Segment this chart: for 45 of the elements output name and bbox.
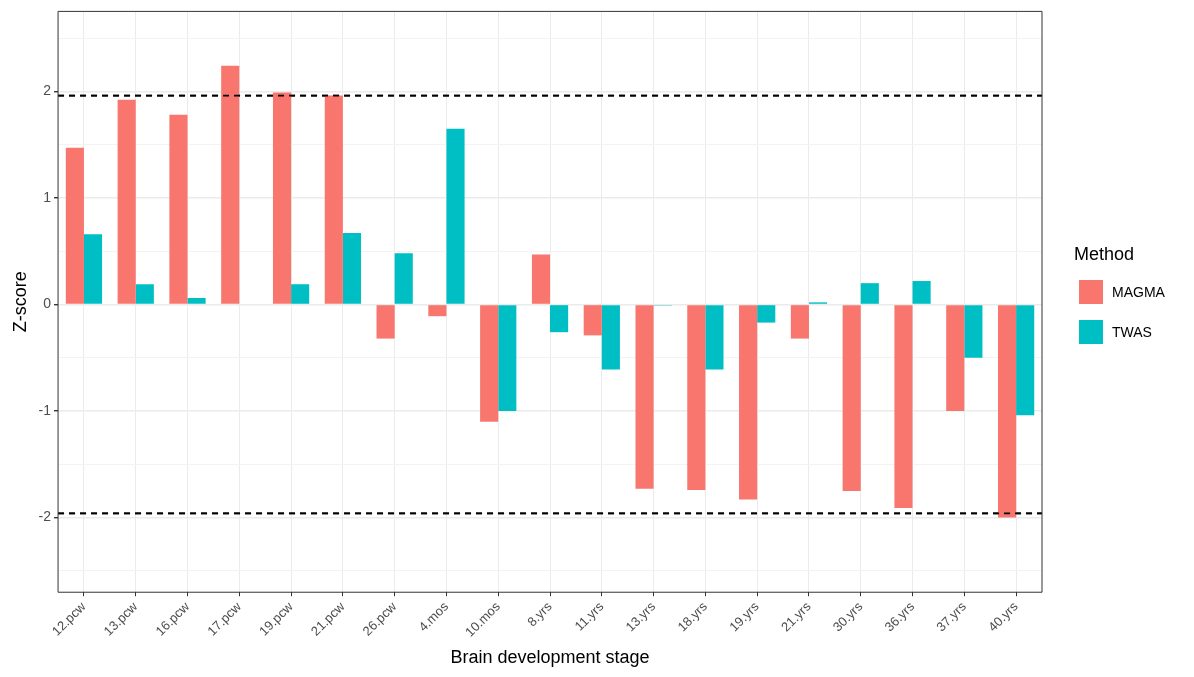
bar	[376, 305, 395, 339]
bar	[428, 305, 447, 317]
bar	[635, 305, 654, 489]
bar	[894, 305, 913, 509]
bar	[757, 305, 776, 323]
x-axis-title: Brain development stage	[450, 647, 650, 668]
bar	[187, 298, 206, 304]
bar	[83, 234, 103, 304]
bar	[324, 95, 343, 304]
bar	[964, 305, 983, 358]
legend-label: MAGMA	[1112, 284, 1165, 300]
legend-label: TWAS	[1112, 324, 1152, 340]
y-axis-title: Z-score	[9, 271, 30, 333]
bar	[687, 305, 706, 490]
bar	[498, 305, 517, 412]
bar	[169, 114, 188, 304]
bar	[860, 283, 879, 304]
bar	[739, 305, 758, 500]
y-tick-label: 1	[43, 188, 52, 205]
y-tick-label: 2	[43, 82, 52, 99]
bar	[394, 253, 413, 304]
bar	[446, 128, 465, 304]
bar	[117, 99, 136, 304]
bar	[291, 284, 310, 304]
bar	[135, 284, 154, 304]
bar	[65, 147, 84, 304]
bar	[531, 254, 551, 304]
bar	[550, 305, 569, 333]
bar	[480, 305, 499, 422]
bar	[221, 65, 240, 304]
bar	[342, 233, 361, 304]
bar	[272, 92, 292, 304]
bar	[842, 305, 861, 491]
bar	[1016, 305, 1035, 416]
bar	[583, 305, 602, 336]
bar	[601, 305, 620, 370]
bar	[946, 305, 965, 412]
y-tick-label: -2	[38, 508, 52, 525]
bar	[705, 305, 724, 370]
bar	[997, 305, 1017, 518]
bar	[912, 281, 931, 304]
legend-title: Method	[1074, 244, 1136, 265]
y-tick-label: 0	[43, 295, 52, 312]
bar	[790, 305, 809, 339]
y-tick-label: -1	[38, 401, 52, 418]
